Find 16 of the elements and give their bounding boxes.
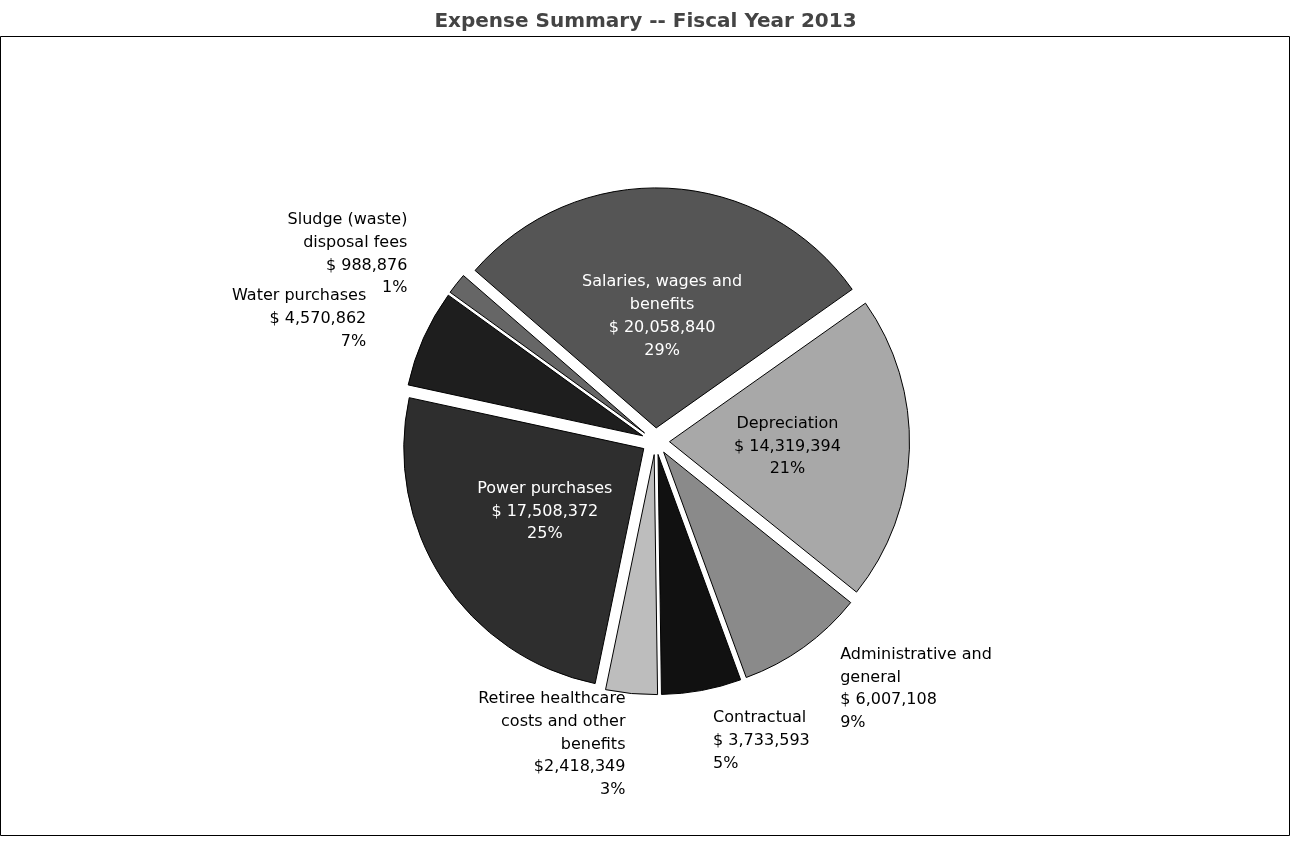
data-label: $2,418,349 3% xyxy=(533,756,626,799)
data-label: $ 14,319,394 21% xyxy=(734,435,841,478)
data-label: $ 20,058,840 29% xyxy=(608,317,716,359)
slice-label: Administrative and general xyxy=(840,643,992,686)
slice-label: Power purchases xyxy=(477,477,613,497)
slice-label: Water purchases xyxy=(232,285,367,305)
chart-title: Expense Summary -- Fiscal Year 2013 xyxy=(434,7,857,32)
slice-label: Retiree healthcare costs and other benefits xyxy=(478,687,626,753)
data-label: $ 6,007,108 9% xyxy=(840,689,937,732)
slice-label: Depreciation xyxy=(736,412,839,432)
data-label: $ 17,508,372 25% xyxy=(491,500,599,543)
data-label: $ 4,570,862 7% xyxy=(269,308,367,350)
slice-label: Sludge (waste) disposal fees xyxy=(287,209,408,251)
slice-label: Salaries, wages and benefits xyxy=(582,271,743,314)
data-label: $ 3,733,593 5% xyxy=(713,729,810,772)
slice-label: Contractual xyxy=(713,707,807,727)
